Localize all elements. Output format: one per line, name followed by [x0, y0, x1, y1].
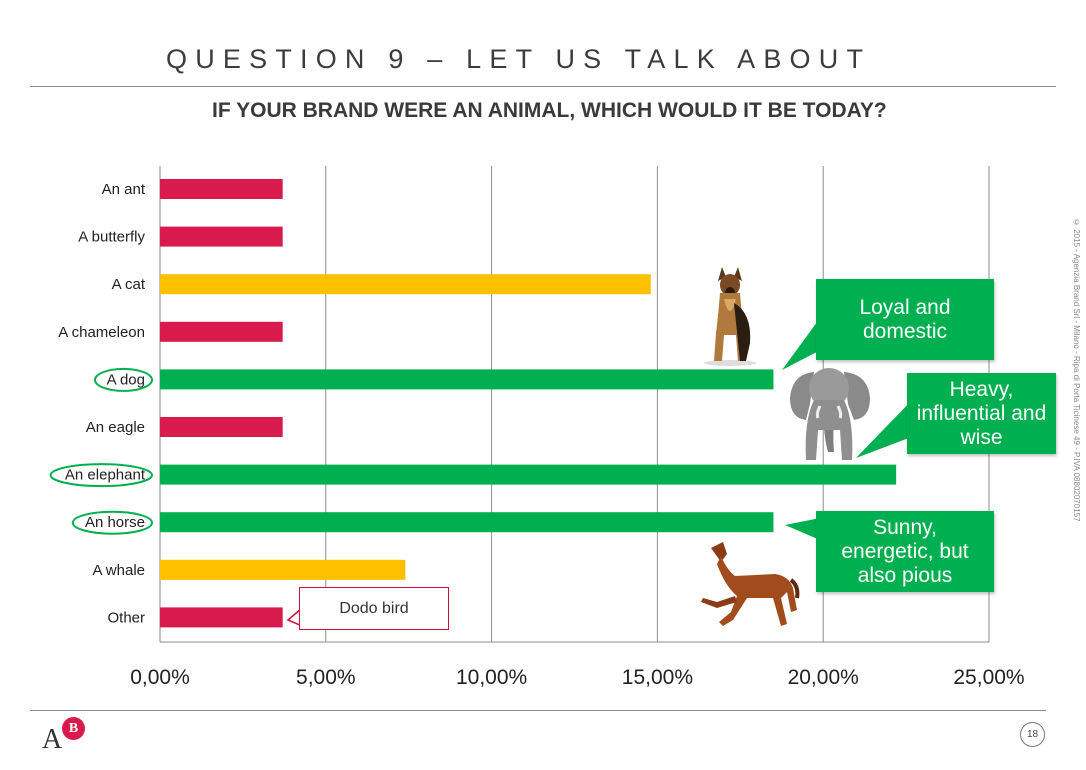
- category-label: A whale: [92, 562, 145, 579]
- bar: [160, 226, 283, 247]
- page-title: QUESTION 9 – LET US TALK ABOUT: [166, 44, 872, 74]
- elephant-image: [790, 368, 870, 460]
- bar: [160, 559, 406, 580]
- header-divider: [30, 86, 1056, 87]
- bar: [160, 417, 283, 437]
- horse-callout: Sunny, energetic, but also pious: [816, 511, 994, 592]
- elephant-callout: Heavy, influential and wise: [907, 373, 1056, 454]
- highlight-ellipse: [49, 463, 154, 488]
- x-tick-label: 10,00%: [456, 666, 527, 689]
- dog-image: [704, 267, 756, 366]
- x-tick-label: 20,00%: [788, 666, 859, 689]
- category-label: An eagle: [86, 419, 145, 436]
- bar: [160, 607, 283, 628]
- other-callout: Dodo bird: [299, 587, 449, 630]
- category-label: Other: [107, 609, 145, 626]
- chart-title: IF YOUR BRAND WERE AN ANIMAL, WHICH WOUL…: [212, 99, 887, 122]
- side-credit: © 2015 - Agenzia Brand Srl - Milano - Ri…: [1072, 218, 1081, 522]
- horse-image: [701, 542, 800, 626]
- category-label: A chameleon: [58, 324, 145, 341]
- footer-divider: [30, 710, 1046, 711]
- category-label: A dog: [107, 371, 145, 388]
- bar: [160, 321, 283, 342]
- x-tick-label: 0,00%: [130, 666, 190, 689]
- company-logo: A B: [42, 714, 92, 755]
- highlight-ellipse: [71, 510, 153, 535]
- x-tick-label: 15,00%: [622, 666, 693, 689]
- bar: [160, 512, 774, 533]
- horse-callout-pointer: [785, 518, 820, 540]
- highlight-ellipse: [94, 367, 153, 392]
- category-label: An ant: [102, 181, 146, 198]
- x-tick-label: 5,00%: [296, 666, 356, 689]
- bar: [160, 369, 774, 390]
- bar: [160, 179, 283, 199]
- category-label: A cat: [112, 276, 146, 293]
- category-label: A butterfly: [78, 229, 145, 246]
- category-label: An elephant: [65, 467, 146, 484]
- x-tick-label: 25,00%: [953, 666, 1024, 689]
- page-number: 18: [1020, 722, 1045, 747]
- category-label: An horse: [85, 514, 145, 531]
- bar: [160, 274, 651, 295]
- dog-callout: Loyal and domestic: [816, 279, 994, 360]
- bar: [160, 464, 897, 485]
